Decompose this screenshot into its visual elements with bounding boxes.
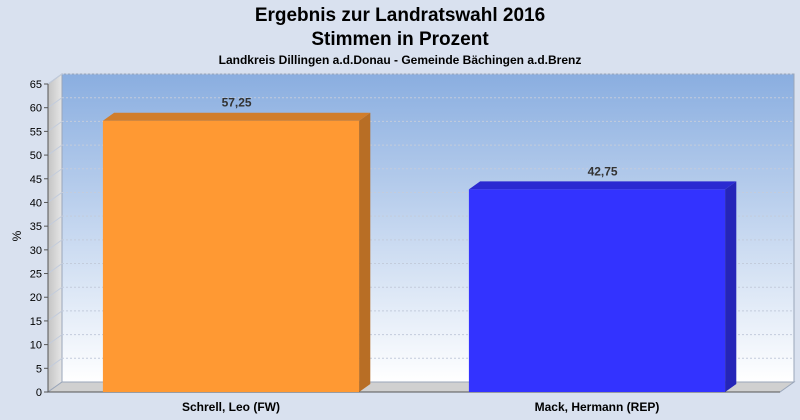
- gridline-side: [47, 168, 63, 180]
- gridline-side: [47, 263, 63, 274]
- data-label: 57,25: [222, 96, 252, 110]
- bar-top: [468, 181, 737, 190]
- gridline-side: [47, 334, 63, 346]
- bar-top: [102, 112, 371, 121]
- gridline-side: [47, 73, 63, 85]
- bar-front: [468, 189, 726, 392]
- y-tick-label: 65: [30, 79, 42, 91]
- chart-title-line-2: Stimmen in Prozent: [311, 29, 489, 50]
- category-label: Mack, Hermann (REP): [535, 400, 660, 414]
- data-labels: 57,25 42,75: [222, 96, 618, 179]
- gridline-side: [47, 97, 63, 109]
- gridline-side: [47, 286, 63, 298]
- bar-front: [102, 120, 360, 392]
- y-tick-label: 25: [30, 269, 42, 281]
- gridline-side: [47, 310, 63, 322]
- y-tick-label: 15: [30, 316, 42, 328]
- plot-side-wall: [47, 73, 63, 393]
- y-tick-label: 5: [36, 363, 42, 375]
- gridline-side: [47, 120, 63, 132]
- y-axis-label: %: [10, 230, 24, 241]
- y-tick-label: 35: [30, 221, 42, 233]
- category-labels: Schrell, Leo (FW) Mack, Hermann (REP): [182, 400, 659, 414]
- y-tick-label: 30: [30, 245, 42, 257]
- data-label: 42,75: [588, 164, 618, 178]
- chart-title-line-1: Ergebnis zur Landratswahl 2016: [254, 5, 546, 26]
- y-tick-label: 45: [30, 174, 42, 186]
- y-tick-label: 55: [30, 126, 42, 138]
- gridline-side: [47, 192, 63, 203]
- y-tick-label: 60: [30, 103, 42, 115]
- bar-side: [359, 112, 371, 392]
- y-tick-label: 10: [30, 340, 42, 352]
- bar-2: [468, 181, 737, 392]
- bar-side: [725, 181, 737, 392]
- bar-1: [102, 112, 371, 392]
- gridline-side: [47, 215, 63, 227]
- gridline-side: [47, 357, 63, 369]
- gridline-side: [47, 239, 63, 251]
- category-label: Schrell, Leo (FW): [182, 400, 280, 414]
- y-tick-label: 50: [30, 150, 42, 162]
- y-axis: 0 5 10 15 20 25 30 35 40 45 50 55 60 65: [30, 79, 780, 399]
- y-tick-label: 0: [36, 387, 42, 399]
- bars: [102, 112, 737, 392]
- gridline-side: [47, 144, 63, 156]
- y-tick-label: 20: [30, 292, 42, 304]
- chart-subtitle: Landkreis Dillingen a.d.Donau - Gemeinde…: [218, 53, 582, 67]
- y-tick-label: 40: [30, 197, 42, 209]
